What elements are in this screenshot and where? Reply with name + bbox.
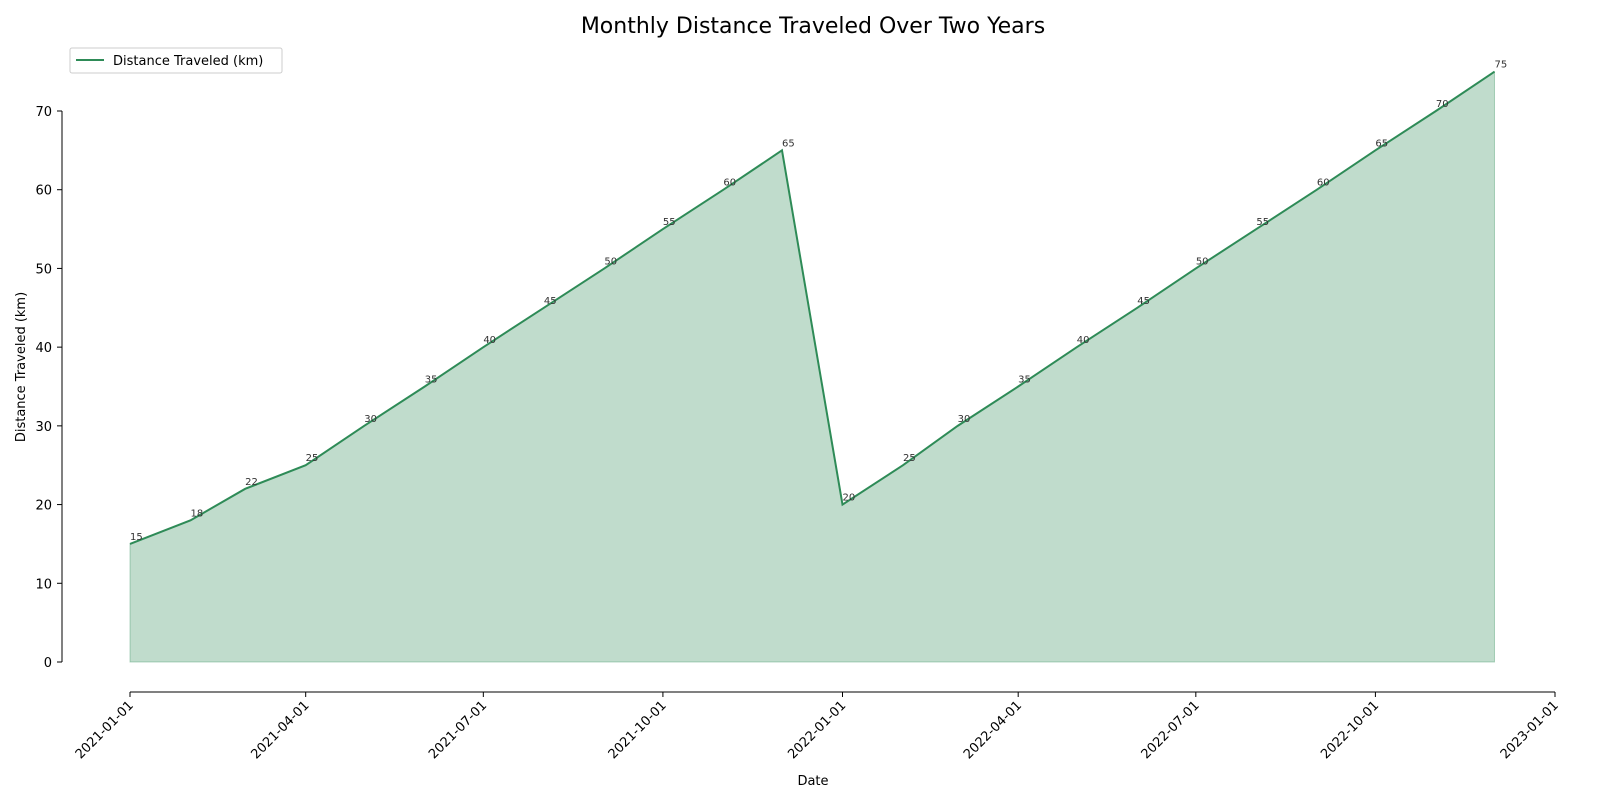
data-label: 70 — [1436, 99, 1449, 110]
data-label: 25 — [306, 453, 319, 464]
x-tick-label: 2021-10-01 — [606, 698, 670, 762]
y-tick-label: 20 — [35, 499, 52, 514]
x-tick-label: 2021-04-01 — [248, 698, 312, 762]
plot-area — [129, 70, 1496, 663]
data-label: 65 — [782, 138, 795, 149]
data-label: 30 — [958, 414, 971, 425]
x-tick-label: 2022-10-01 — [1318, 698, 1382, 762]
y-tick-label: 60 — [35, 184, 52, 199]
data-label: 15 — [130, 532, 143, 543]
data-label: 50 — [604, 256, 617, 267]
x-tick-label: 2021-01-01 — [73, 698, 137, 762]
y-tick-label: 40 — [35, 341, 52, 356]
x-tick-label: 2022-07-01 — [1139, 698, 1203, 762]
y-tick-label: 50 — [35, 262, 52, 277]
data-label: 18 — [191, 508, 204, 519]
data-label: 22 — [245, 477, 258, 488]
data-label: 30 — [364, 414, 377, 425]
data-label: 50 — [1196, 256, 1209, 267]
data-label: 65 — [1375, 138, 1388, 149]
x-tick-label: 2023-01-01 — [1498, 698, 1562, 762]
data-label: 35 — [425, 375, 438, 386]
data-label: 60 — [1317, 178, 1330, 189]
y-tick-label: 30 — [35, 420, 52, 435]
data-label: 40 — [483, 335, 496, 346]
data-label: 55 — [1256, 217, 1269, 228]
data-label: 35 — [1018, 375, 1031, 386]
series-line — [129, 70, 1496, 545]
y-axis: 0 10 20 30 40 50 60 70 — [35, 105, 63, 671]
x-tick-label: 2022-01-01 — [785, 698, 849, 762]
data-label: 40 — [1077, 335, 1090, 346]
series-area — [129, 70, 1495, 663]
y-tick-label: 10 — [35, 577, 52, 592]
data-label: 55 — [663, 217, 676, 228]
y-tick-label: 0 — [44, 656, 52, 671]
data-label: 25 — [903, 453, 916, 464]
x-tick-label: 2021-07-01 — [426, 698, 490, 762]
y-tick-label: 70 — [35, 105, 52, 120]
x-axis: 2021-01-01 2021-04-01 2021-07-01 2021-10-01… — [73, 691, 1562, 762]
data-label: 75 — [1494, 60, 1507, 71]
legend-label: Distance Traveled (km) — [113, 54, 263, 69]
chart-title: Monthly Distance Traveled Over Two Years — [581, 14, 1045, 39]
x-tick-label: 2022-04-01 — [961, 698, 1025, 762]
data-label: 20 — [843, 493, 856, 504]
legend-box — [69, 47, 283, 74]
y-axis-label: Distance Traveled (km) — [14, 292, 29, 442]
legend: Distance Traveled (km) — [69, 47, 283, 74]
data-label: 60 — [723, 178, 736, 189]
x-axis-label: Date — [797, 774, 828, 789]
data-label: 45 — [1137, 296, 1150, 307]
data-label: 45 — [544, 296, 557, 307]
data-labels: 15 18 22 25 30 35 40 45 50 55 60 65 20 25 30 35 40 45 50 55… — [130, 60, 1507, 543]
